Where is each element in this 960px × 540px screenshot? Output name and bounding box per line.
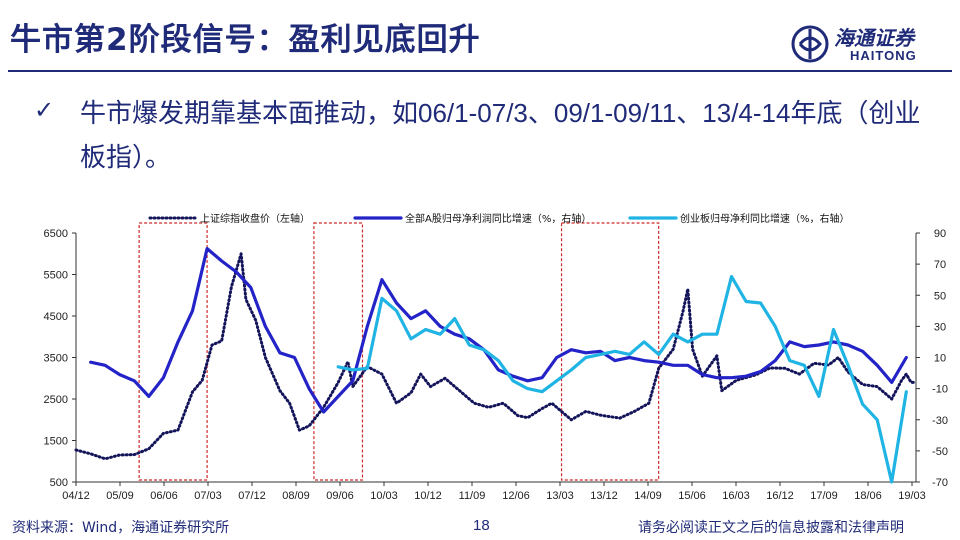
legend-label: 全部A股归母净利润同比增速（%，右轴）	[405, 212, 591, 225]
x-tick-label: 15/06	[678, 490, 706, 502]
series-line-0	[74, 252, 918, 461]
x-tick-label: 09/06	[326, 490, 354, 502]
x-tick-label: 17/09	[810, 490, 838, 502]
check-icon: ✓	[34, 96, 55, 124]
key-point-periods: 06/1-07/3、09/1-09/11、13/4-14	[418, 98, 791, 128]
x-tick-label: 10/12	[414, 490, 442, 502]
x-tick-label: 05/09	[106, 490, 134, 502]
highlight-period-box	[560, 222, 660, 481]
left-tick-label: 1500	[44, 436, 68, 448]
x-tick-label: 07/12	[238, 490, 266, 502]
x-tick-label: 08/09	[282, 490, 310, 502]
highlight-period-box	[313, 222, 364, 481]
legend-label: 上证综指收盘价（左轴）	[200, 212, 310, 225]
x-tick-label: 16/12	[766, 490, 794, 502]
x-tick-label: 10/03	[370, 490, 398, 502]
left-tick-label: 6500	[44, 228, 68, 240]
page-title: 牛市第2阶段信号：盈利见底回升	[10, 22, 481, 58]
right-tick-label: -10	[932, 384, 948, 396]
x-tick-label: 14/09	[634, 490, 662, 502]
logo-chinese-name: 海通证券	[834, 26, 914, 50]
profit-index-chart: 500 1500 2500 3500 4500 5500 6500 -70 -50 -30 -10 1…	[44, 212, 948, 502]
left-tick-label: 4500	[44, 311, 68, 323]
x-tick-label: 13/12	[590, 490, 618, 502]
key-point-part-a: 牛市爆发期靠基本面推动，如	[80, 99, 419, 129]
x-tick-label: 11/09	[459, 490, 486, 502]
left-tick-label: 5500	[44, 270, 68, 282]
x-tick-label: 18/06	[854, 490, 882, 502]
company-logo: 海通证券 HAITONG	[790, 22, 950, 66]
x-tick-label: 12/06	[502, 490, 530, 502]
left-tick-label: 500	[50, 477, 68, 489]
right-tick-label: -30	[932, 415, 948, 427]
right-tick-label: 70	[934, 259, 946, 271]
key-point-part-c: 年底（创业板指）。	[80, 99, 921, 173]
right-tick-label: 50	[934, 290, 946, 302]
left-tick-label: 3500	[44, 353, 68, 365]
x-tick-label: 19/03	[898, 490, 926, 502]
right-tick-label: 10	[934, 353, 946, 365]
haitong-emblem-icon	[791, 25, 829, 63]
disclaimer: 请务必阅读正文之后的信息披露和法律声明	[638, 520, 904, 536]
key-point-text: 牛市爆发期靠基本面推动，如06/1-07/3、09/1-09/11、13/4-1…	[80, 91, 930, 180]
highlight-period-box	[138, 222, 208, 481]
x-tick-label: 06/06	[150, 490, 178, 502]
x-tick-label: 07/03	[194, 490, 222, 502]
legend-label: 创业板归母净利同比增速（%，右轴）	[680, 212, 850, 225]
right-tick-label: -50	[932, 446, 948, 458]
right-tick-label: 30	[934, 321, 946, 333]
x-tick-label: 13/03	[546, 490, 574, 502]
logo-english-name: HAITONG	[850, 48, 917, 63]
page-number: 18	[473, 517, 490, 534]
source-note: 资料来源：Wind，海通证券研究所	[12, 520, 230, 536]
series-line-1	[89, 247, 908, 414]
series-line-2	[336, 275, 908, 484]
x-tick-label: 16/03	[722, 490, 750, 502]
x-tick-label: 04/12	[62, 490, 90, 502]
right-tick-label: -70	[932, 477, 948, 489]
left-tick-label: 2500	[44, 394, 68, 406]
right-tick-label: 90	[934, 228, 946, 240]
title-divider	[8, 70, 952, 72]
